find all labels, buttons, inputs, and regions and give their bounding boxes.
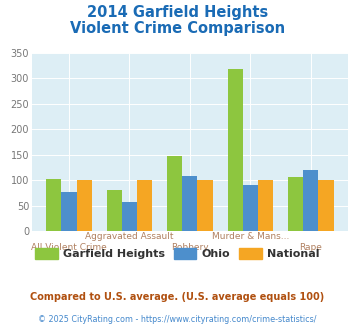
Bar <box>61 192 77 231</box>
Bar <box>137 180 152 231</box>
Text: Compared to U.S. average. (U.S. average equals 100): Compared to U.S. average. (U.S. average … <box>31 292 324 302</box>
Bar <box>182 176 197 231</box>
Text: © 2025 CityRating.com - https://www.cityrating.com/crime-statistics/: © 2025 CityRating.com - https://www.city… <box>38 315 317 324</box>
Text: 2014 Garfield Heights: 2014 Garfield Heights <box>87 5 268 20</box>
Bar <box>243 185 258 231</box>
Bar <box>318 180 334 231</box>
Bar <box>258 180 273 231</box>
Bar <box>167 156 182 231</box>
Bar <box>46 179 61 231</box>
Text: Violent Crime Comparison: Violent Crime Comparison <box>70 21 285 36</box>
Legend: Garfield Heights, Ohio, National: Garfield Heights, Ohio, National <box>31 244 324 263</box>
Bar <box>288 177 303 231</box>
Bar <box>228 69 243 231</box>
Bar <box>303 170 318 231</box>
Bar <box>122 203 137 231</box>
Bar <box>107 190 122 231</box>
Bar <box>77 180 92 231</box>
Bar <box>197 180 213 231</box>
